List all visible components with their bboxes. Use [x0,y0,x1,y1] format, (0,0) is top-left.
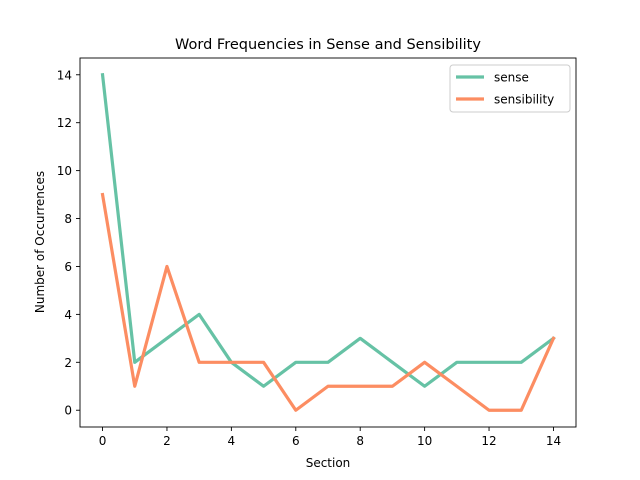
y-tick-label-0: 0 [64,404,72,418]
series-line-sensibility [100,192,556,412]
series-line-sense [100,73,556,388]
x-tick-label-12: 12 [481,434,496,448]
y-tick-label-2: 2 [64,356,72,370]
x-tick-label-6: 6 [292,434,300,448]
x-axis-label: Section [306,456,351,470]
axes-frame [79,57,577,428]
y-tick-label-6: 6 [64,260,72,274]
legend-label-sense: sense [494,71,529,85]
y-tick-label-12: 12 [57,116,72,130]
x-tick-label-10: 10 [417,434,432,448]
y-tick-label-8: 8 [64,212,72,226]
chart-title: Word Frequencies in Sense and Sensibilit… [175,37,481,53]
y-tick-label-14: 14 [57,68,72,82]
x-tick-label-14: 14 [546,434,561,448]
x-tick-label-4: 4 [228,434,236,448]
x-tick-label-0: 0 [99,434,107,448]
legend-label-sensibility: sensibility [494,93,554,107]
x-tick-label-8: 8 [356,434,364,448]
x-tick-label-2: 2 [163,434,171,448]
y-tick-label-10: 10 [57,164,72,178]
y-tick-label-4: 4 [64,308,72,322]
plot-area: 0 2 4 6 8 10 12 14 0 2 4 6 8 10 12 14 sense sensibility [57,57,577,448]
y-axis-label: Number of Occurrences [33,171,47,313]
